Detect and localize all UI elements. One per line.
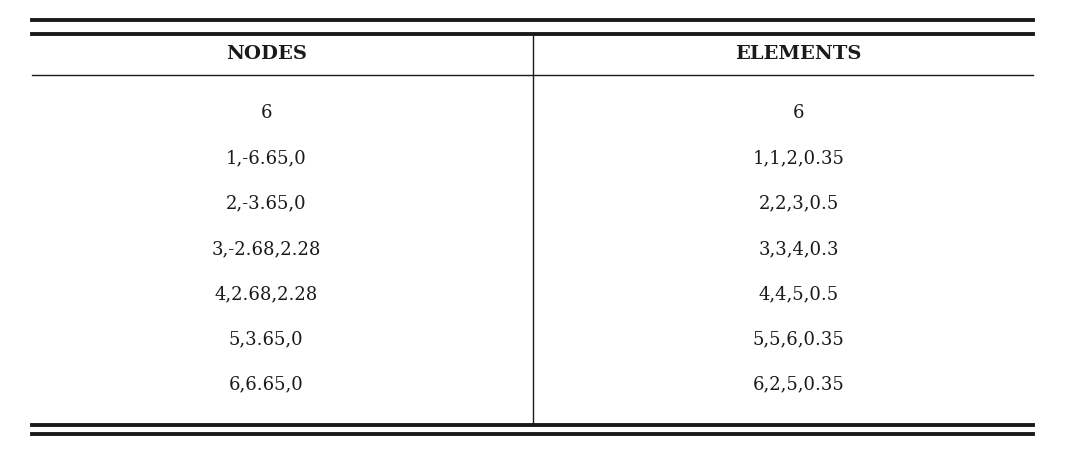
- Text: 6,2,5,0.35: 6,2,5,0.35: [753, 374, 845, 392]
- Text: 3,3,4,0.3: 3,3,4,0.3: [758, 239, 839, 257]
- Text: 5,5,6,0.35: 5,5,6,0.35: [753, 329, 845, 347]
- Text: 1,1,2,0.35: 1,1,2,0.35: [753, 149, 845, 168]
- Text: ELEMENTS: ELEMENTS: [736, 45, 862, 63]
- Text: 5,3.65,0: 5,3.65,0: [229, 329, 304, 347]
- Text: 4,2.68,2.28: 4,2.68,2.28: [215, 284, 317, 302]
- Text: 6: 6: [261, 103, 272, 122]
- Text: NODES: NODES: [226, 45, 307, 63]
- Text: 1,-6.65,0: 1,-6.65,0: [226, 149, 307, 168]
- Text: 4,4,5,0.5: 4,4,5,0.5: [758, 284, 839, 302]
- Text: 2,2,3,0.5: 2,2,3,0.5: [758, 194, 839, 213]
- Text: 2,-3.65,0: 2,-3.65,0: [226, 194, 307, 213]
- Text: 6,6.65,0: 6,6.65,0: [229, 374, 304, 392]
- Text: 3,-2.68,2.28: 3,-2.68,2.28: [212, 239, 321, 257]
- Text: 6: 6: [793, 103, 804, 122]
